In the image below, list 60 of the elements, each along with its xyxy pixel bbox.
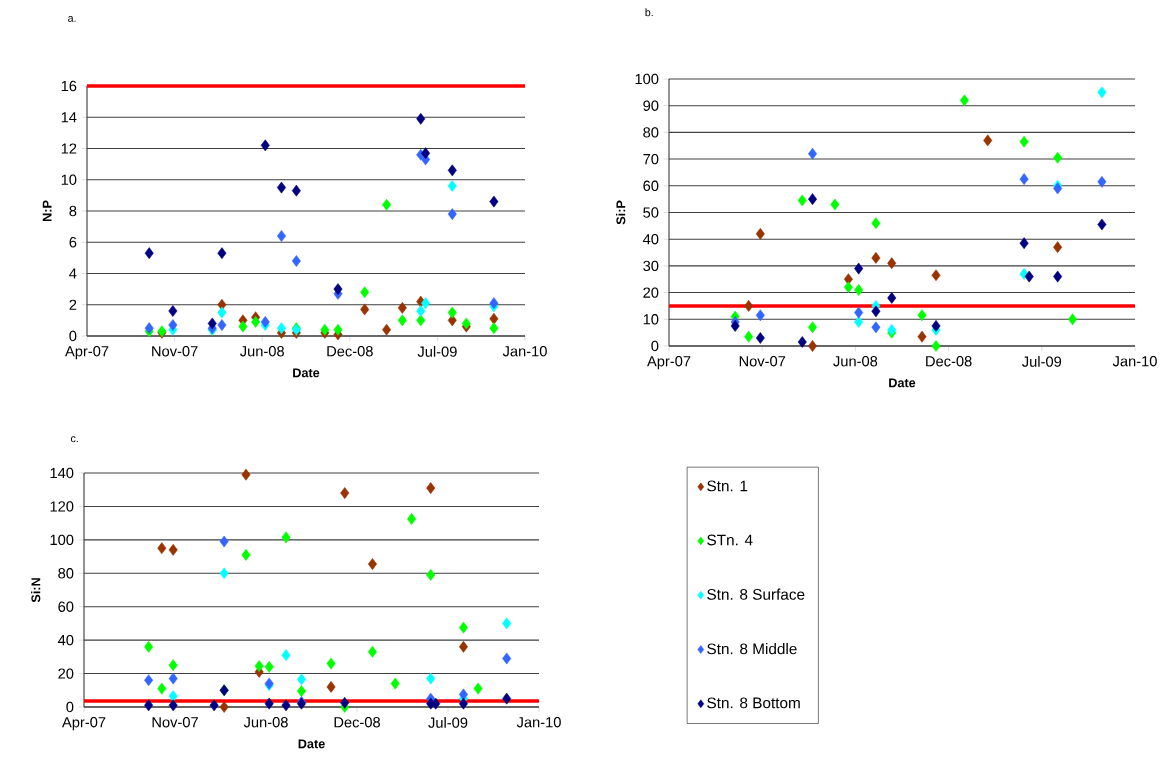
y-tick-label: 8: [69, 205, 77, 217]
x-axis-title: Date: [293, 368, 320, 378]
y-tick-label: 80: [643, 127, 659, 138]
y-tick-label: 20: [58, 668, 74, 679]
y-tick-label: 40: [642, 234, 659, 245]
x-tick-label: Jul-09: [428, 717, 468, 728]
x-tick-label: Jun-08: [240, 346, 284, 357]
y-tick-label: 80: [58, 568, 74, 579]
legend-label: Stn. 8 Surface: [707, 588, 805, 600]
x-tick-label: Dec-08: [327, 346, 373, 357]
x-axis-title: Date: [889, 378, 916, 388]
x-tick-label: Nov-07: [152, 717, 198, 728]
x-tick-label: Apr-07: [65, 346, 109, 360]
x-axis-title: Date: [298, 739, 325, 749]
y-tick-label: 6: [69, 237, 77, 248]
x-tick-label: Nov-07: [739, 356, 786, 367]
y-axis-title: N:P: [42, 200, 52, 222]
y-tick-label: 90: [643, 100, 659, 111]
y-tick-label: 100: [50, 534, 74, 546]
y-tick-label: 70: [643, 153, 659, 165]
x-tick-label: Nov-07: [152, 346, 198, 357]
y-tick-label: 20: [643, 287, 659, 298]
y-tick-label: 10: [61, 174, 77, 185]
y-tick-label: 0: [66, 701, 74, 713]
y-axis-title: Si:P: [616, 200, 626, 225]
chart-title: a.: [68, 16, 76, 22]
y-tick-label: 16: [61, 80, 77, 92]
y-tick-label: 40: [57, 634, 74, 646]
y-tick-label: 60: [58, 601, 74, 612]
x-tick-label: Jan-10: [516, 717, 561, 728]
y-tick-label: 140: [50, 467, 74, 479]
x-tick-label: Jul-09: [417, 346, 457, 357]
x-tick-label: Jul-09: [1022, 356, 1062, 367]
y-tick-label: 100: [635, 73, 659, 85]
x-tick-label: Jun-08: [833, 356, 878, 367]
x-tick-label: Dec-08: [926, 356, 972, 367]
legend-label: Stn. 8 Middle: [707, 643, 797, 655]
y-tick-label: 10: [643, 314, 659, 325]
legend-label: Stn. 8 Bottom: [707, 697, 800, 709]
y-axis-title: Si:N: [31, 578, 41, 603]
y-tick-label: 4: [69, 268, 77, 279]
y-tick-label: 0: [69, 330, 77, 342]
legend-label: Stn. 1: [707, 480, 748, 492]
x-tick-label: Apr-07: [647, 356, 691, 370]
x-tick-label: Jun-08: [243, 717, 288, 728]
chart-title: c.: [70, 436, 78, 443]
y-tick-label: 30: [643, 260, 659, 272]
chart-title: b.: [645, 8, 653, 17]
x-tick-label: Jan-10: [1112, 356, 1157, 367]
x-tick-label: Apr-07: [62, 717, 106, 731]
x-tick-label: Jan-10: [502, 346, 547, 357]
y-tick-label: 50: [643, 207, 659, 218]
y-tick-label: 12: [61, 143, 77, 154]
y-tick-label: 0: [651, 340, 659, 352]
y-tick-label: 60: [643, 180, 659, 191]
y-tick-label: 14: [61, 112, 77, 123]
x-tick-label: Dec-08: [334, 717, 380, 728]
y-tick-label: 2: [69, 299, 77, 310]
y-tick-label: 120: [50, 501, 74, 512]
legend-label: STn. 4: [707, 534, 753, 546]
